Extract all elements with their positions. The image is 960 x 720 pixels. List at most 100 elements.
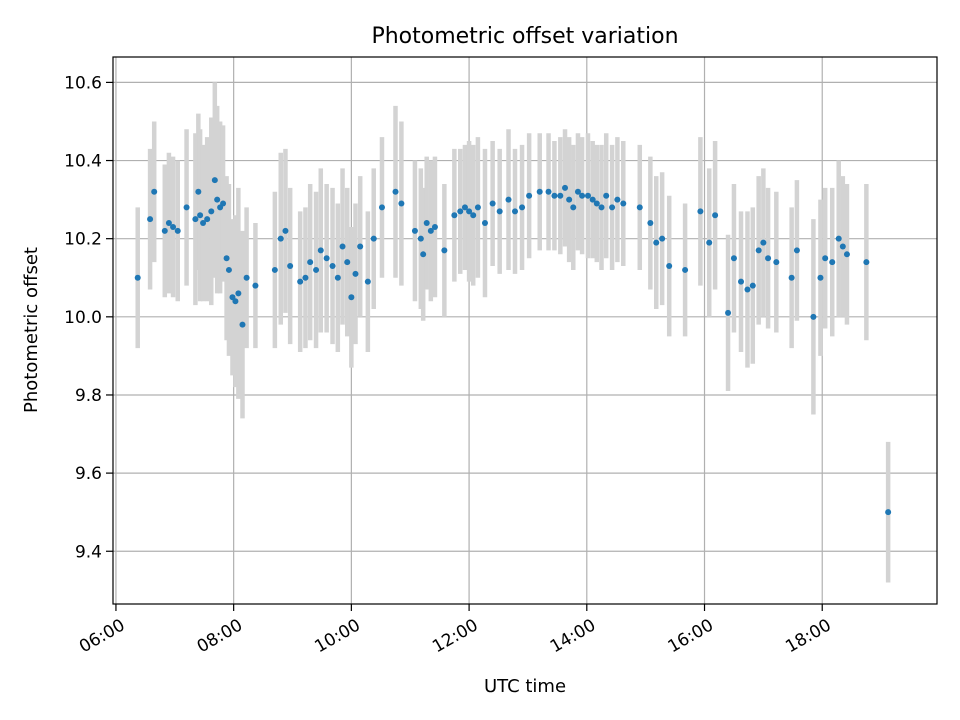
grid — [113, 57, 937, 604]
data-point — [603, 192, 610, 199]
y-tick-label: 9.6 — [75, 464, 102, 484]
data-point — [411, 227, 418, 234]
data-point — [593, 200, 600, 207]
data-point — [682, 266, 689, 273]
data-point — [474, 204, 481, 211]
data-point — [151, 188, 158, 195]
data-point — [760, 239, 767, 246]
data-point — [183, 204, 190, 211]
data-point — [352, 270, 359, 277]
data-point — [287, 263, 294, 270]
data-points — [134, 177, 892, 516]
data-point — [725, 309, 732, 316]
data-point — [584, 192, 591, 199]
y-tick-label: 10.6 — [64, 73, 102, 93]
data-point — [252, 282, 259, 289]
data-point — [170, 223, 177, 230]
data-point — [589, 196, 596, 203]
data-point — [863, 259, 870, 266]
data-point — [329, 263, 336, 270]
y-axis: 9.4 9.6 9.8 10.0 10.2 10.4 10.6 — [64, 73, 113, 562]
data-point — [378, 204, 385, 211]
data-point — [232, 298, 239, 305]
data-point — [235, 290, 242, 297]
y-tick-label: 9.8 — [75, 386, 102, 406]
data-point — [822, 255, 829, 262]
data-point — [302, 274, 309, 281]
data-point — [174, 227, 181, 234]
data-point — [457, 208, 464, 215]
data-point — [239, 321, 246, 328]
data-point — [835, 235, 842, 242]
data-point — [570, 204, 577, 211]
data-point — [706, 239, 713, 246]
data-point — [423, 220, 430, 227]
data-point — [165, 220, 172, 227]
data-point — [647, 220, 654, 227]
data-point — [243, 274, 250, 281]
data-point — [161, 227, 168, 234]
data-point — [579, 192, 586, 199]
data-point — [427, 227, 434, 234]
data-point — [738, 278, 745, 285]
data-point — [829, 259, 836, 266]
data-point — [134, 274, 141, 281]
data-point — [420, 251, 427, 258]
data-point — [545, 188, 552, 195]
data-point — [277, 235, 284, 242]
data-point — [620, 200, 627, 207]
data-point — [431, 223, 438, 230]
data-point — [344, 259, 351, 266]
data-point — [755, 247, 762, 254]
data-point — [307, 259, 314, 266]
y-tick-label: 10.0 — [64, 308, 102, 328]
data-point — [562, 184, 569, 191]
data-point — [195, 188, 202, 195]
data-point — [334, 274, 341, 281]
data-point — [697, 208, 704, 215]
data-point — [574, 188, 581, 195]
data-point — [793, 247, 800, 254]
data-point — [557, 192, 564, 199]
data-point — [817, 274, 824, 281]
data-point — [666, 263, 673, 270]
data-point — [208, 208, 215, 215]
data-point — [885, 509, 892, 516]
data-point — [147, 216, 154, 223]
data-point — [466, 208, 473, 215]
data-point — [749, 282, 756, 289]
data-point — [220, 200, 227, 207]
data-point — [461, 204, 468, 211]
data-point — [788, 274, 795, 281]
y-axis-label: Photometric offset — [21, 247, 42, 413]
data-point — [526, 192, 533, 199]
data-point — [470, 212, 477, 219]
data-point — [566, 196, 573, 203]
data-point — [773, 259, 780, 266]
data-point — [609, 204, 616, 211]
data-point — [417, 235, 424, 242]
data-point — [339, 243, 346, 250]
data-point — [200, 220, 207, 227]
data-point — [313, 266, 320, 273]
data-point — [551, 192, 558, 199]
data-point — [653, 239, 660, 246]
data-point — [370, 235, 377, 242]
data-point — [730, 255, 737, 262]
data-point — [323, 255, 330, 262]
data-point — [481, 220, 488, 227]
data-point — [225, 266, 232, 273]
data-point — [843, 251, 850, 258]
data-point — [505, 196, 512, 203]
data-point — [839, 243, 846, 250]
y-tick-label: 10.4 — [64, 152, 102, 172]
data-point — [223, 255, 230, 262]
data-point — [214, 196, 221, 203]
data-point — [536, 188, 543, 195]
data-point — [192, 216, 199, 223]
data-point — [712, 212, 719, 219]
data-point — [211, 177, 218, 184]
data-point — [598, 204, 605, 211]
data-point — [197, 212, 204, 219]
